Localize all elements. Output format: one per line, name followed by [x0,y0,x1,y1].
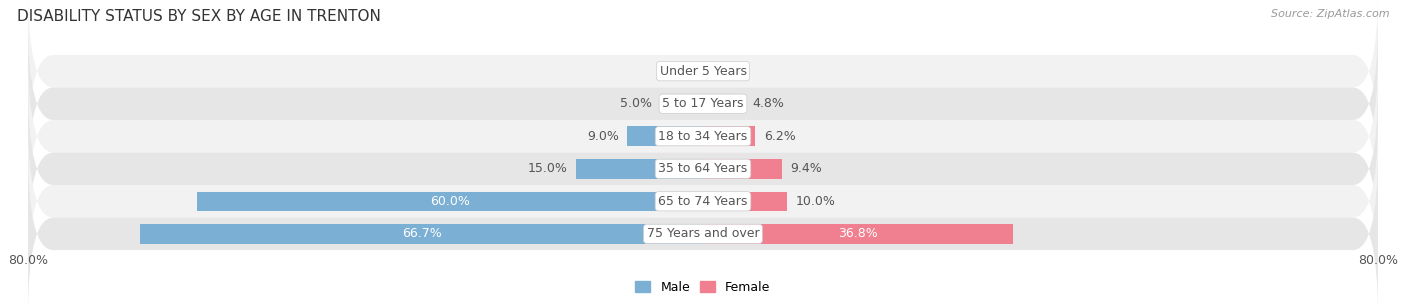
Text: Under 5 Years: Under 5 Years [659,65,747,78]
Text: 4.8%: 4.8% [752,97,783,110]
Bar [661,94,703,113]
Text: 9.4%: 9.4% [790,162,823,175]
Text: 10.0%: 10.0% [796,195,835,208]
FancyBboxPatch shape [28,22,1378,185]
Text: 75 Years and over: 75 Years and over [647,227,759,240]
Text: Source: ZipAtlas.com: Source: ZipAtlas.com [1271,9,1389,19]
Text: DISABILITY STATUS BY SEX BY AGE IN TRENTON: DISABILITY STATUS BY SEX BY AGE IN TRENT… [17,9,381,24]
FancyBboxPatch shape [28,120,1378,283]
Text: 18 to 34 Years: 18 to 34 Years [658,130,748,143]
Text: 35 to 64 Years: 35 to 64 Years [658,162,748,175]
Text: 5 to 17 Years: 5 to 17 Years [662,97,744,110]
Bar [703,192,787,211]
Bar [703,94,744,113]
Text: 0.0%: 0.0% [711,65,744,78]
Text: 5.0%: 5.0% [620,97,652,110]
Bar [703,127,755,146]
Bar [141,224,703,244]
FancyBboxPatch shape [28,55,1378,217]
Text: 60.0%: 60.0% [430,195,470,208]
Text: 36.8%: 36.8% [838,227,879,240]
Legend: Male, Female: Male, Female [630,275,776,299]
Bar [576,159,703,178]
FancyBboxPatch shape [28,152,1378,305]
Bar [627,127,703,146]
Bar [197,192,703,211]
Bar [703,224,1014,244]
Text: 9.0%: 9.0% [586,130,619,143]
Text: 15.0%: 15.0% [529,162,568,175]
FancyBboxPatch shape [28,88,1378,250]
FancyBboxPatch shape [28,0,1378,152]
Text: 65 to 74 Years: 65 to 74 Years [658,195,748,208]
Text: 66.7%: 66.7% [402,227,441,240]
Bar [703,159,782,178]
Text: 0.0%: 0.0% [662,65,695,78]
Text: 6.2%: 6.2% [763,130,796,143]
